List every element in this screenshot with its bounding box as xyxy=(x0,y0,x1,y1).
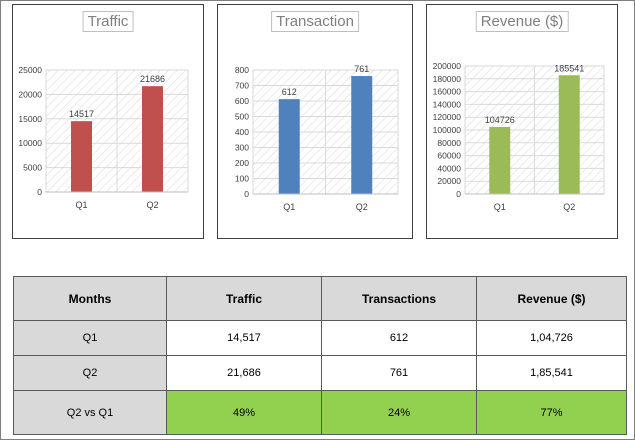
y-tick-label: 140000 xyxy=(433,99,462,109)
bar xyxy=(558,75,580,194)
summary-table: Months Traffic Transactions Revenue ($) … xyxy=(13,276,627,435)
y-tick-label: 0 xyxy=(244,189,249,199)
growth-cell: 77% xyxy=(476,390,627,435)
table-cell: 612 xyxy=(321,320,477,356)
data-label: 14517 xyxy=(69,109,94,119)
y-tick-label: 20000 xyxy=(18,89,42,99)
table-cell: 14,517 xyxy=(166,320,322,356)
row-label: Q1 xyxy=(13,320,167,356)
y-tick-label: 700 xyxy=(235,81,249,91)
y-tick-label: 5000 xyxy=(23,163,42,173)
growth-cell: 24% xyxy=(321,390,477,435)
table-cell: 761 xyxy=(321,355,477,391)
y-tick-label: 100000 xyxy=(433,125,462,135)
y-tick-label: 25000 xyxy=(18,65,42,75)
y-tick-label: 60000 xyxy=(437,151,461,161)
table-row: Q1 14,517 612 1,04,726 xyxy=(13,320,627,356)
header-traffic: Traffic xyxy=(166,276,322,321)
y-tick-label: 120000 xyxy=(433,112,462,122)
y-tick-label: 20000 xyxy=(437,176,461,186)
traffic-chart: Traffic 0 5000 10000 15000 20000 25000 14517 Q1… xyxy=(12,4,204,239)
table-header-row: Months Traffic Transactions Revenue ($) xyxy=(13,276,627,321)
row-label: Q2 xyxy=(13,355,167,391)
bar xyxy=(71,121,92,192)
y-tick-label: 40000 xyxy=(437,163,461,173)
bar xyxy=(489,126,511,194)
table-cell: 1,85,541 xyxy=(476,355,627,391)
header-months: Months xyxy=(13,276,167,321)
revenue-chart-plot: 0 20000 40000 60000 80000 100000 120000 140000 1… xyxy=(433,61,605,212)
y-tick-label: 600 xyxy=(235,96,249,106)
y-tick-label: 0 xyxy=(37,187,42,197)
x-tick-label: Q2 xyxy=(563,202,575,212)
x-tick-label: Q1 xyxy=(494,202,506,212)
y-tick-label: 180000 xyxy=(433,74,462,84)
y-tick-label: 10000 xyxy=(18,138,42,148)
table-cell: 21,686 xyxy=(166,355,322,391)
y-tick-label: 0 xyxy=(456,189,461,199)
data-label: 612 xyxy=(282,87,297,97)
y-tick-label: 200000 xyxy=(433,61,462,71)
traffic-chart-title: Traffic xyxy=(82,11,134,32)
row-label: Q2 vs Q1 xyxy=(13,390,167,435)
y-tick-label: 80000 xyxy=(437,138,461,148)
header-revenue: Revenue ($) xyxy=(476,276,627,321)
x-tick-label: Q2 xyxy=(356,202,368,212)
x-tick-label: Q1 xyxy=(283,202,295,212)
data-label: 21686 xyxy=(140,74,165,84)
y-tick-label: 500 xyxy=(235,112,249,122)
header-transactions: Transactions xyxy=(321,276,477,321)
y-tick-label: 160000 xyxy=(433,87,462,97)
x-tick-label: Q1 xyxy=(75,200,87,210)
bar xyxy=(278,99,300,194)
y-tick-label: 100 xyxy=(235,174,249,184)
bar xyxy=(142,86,163,192)
bar xyxy=(351,76,373,194)
table-cell: 1,04,726 xyxy=(476,320,627,356)
table-row: Q2 vs Q1 49% 24% 77% xyxy=(13,390,627,435)
transaction-chart-title: Transaction xyxy=(271,11,359,32)
revenue-chart-title: Revenue ($) xyxy=(475,11,569,32)
revenue-chart: Revenue ($) 0 20000 40000 60000 80000 100000 1… xyxy=(426,4,618,239)
growth-cell: 49% xyxy=(166,390,322,435)
table-row: Q2 21,686 761 1,85,541 xyxy=(13,355,627,391)
y-tick-label: 200 xyxy=(235,158,249,168)
transaction-chart-plot: 0 100 200 300 400 500 600 700 800 612 Q1 761 Q2 xyxy=(235,64,399,212)
data-label: 761 xyxy=(354,64,369,74)
data-label: 104726 xyxy=(485,115,515,125)
traffic-chart-plot: 0 5000 10000 15000 20000 25000 14517 Q1 21686 Q2 xyxy=(18,65,189,210)
y-tick-label: 15000 xyxy=(18,114,42,124)
y-tick-label: 800 xyxy=(235,65,249,75)
data-label: 185541 xyxy=(554,63,584,73)
y-tick-label: 300 xyxy=(235,143,249,153)
y-tick-label: 400 xyxy=(235,127,249,137)
x-tick-label: Q2 xyxy=(146,200,158,210)
transaction-chart: Transaction 0 100 200 300 400 500 600 700 800 612… xyxy=(217,4,413,239)
